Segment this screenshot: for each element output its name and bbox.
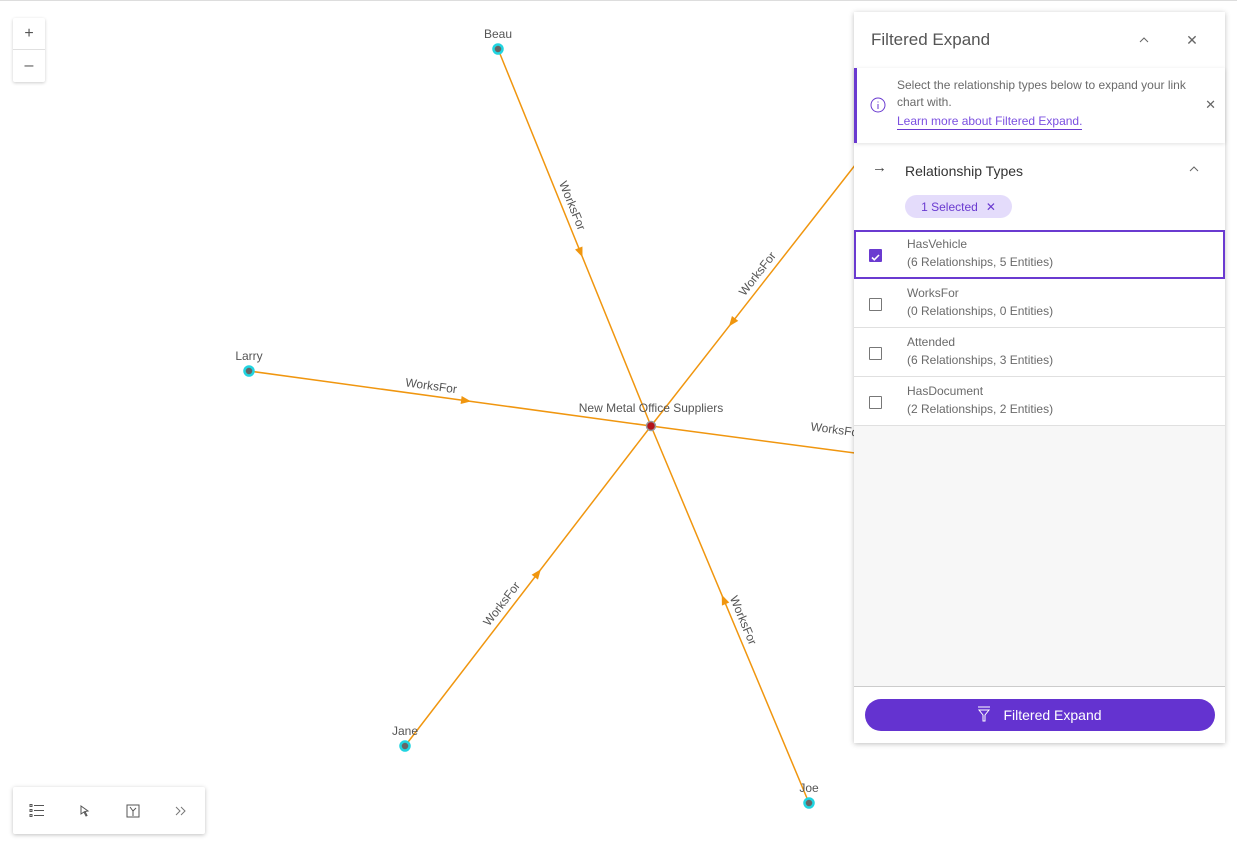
node-label: Jane <box>392 724 418 738</box>
close-icon[interactable]: ✕ <box>1186 31 1198 48</box>
selected-chip[interactable]: 1 Selected ✕ <box>905 195 1012 218</box>
relationship-type-item[interactable]: HasDocument (2 Relationships, 2 Entities… <box>854 377 1225 426</box>
zoom-out-button[interactable]: – <box>24 56 34 74</box>
list-empty-area <box>854 426 1225 687</box>
relationship-type-item[interactable]: HasVehicle (6 Relationships, 5 Entities) <box>854 230 1225 279</box>
edge-arrow-icon <box>460 396 472 404</box>
edge-arrow-icon <box>531 569 541 580</box>
edge-line[interactable] <box>404 425 652 747</box>
edge-line[interactable] <box>650 425 810 804</box>
relationship-type-count: (6 Relationships, 3 Entities) <box>907 353 1054 367</box>
relationship-type-item[interactable]: Attended (6 Relationships, 3 Entities) <box>854 328 1225 377</box>
edge-line[interactable] <box>650 145 871 427</box>
edge-arrow-icon <box>721 594 730 606</box>
edge-line[interactable] <box>497 48 652 427</box>
arrow-right-icon: → <box>872 159 887 176</box>
select-cursor-icon[interactable] <box>70 796 100 826</box>
section-title: Relationship Types <box>905 163 1024 179</box>
edge-arrow-icon <box>575 246 583 258</box>
entity-node[interactable] <box>243 365 255 377</box>
checkbox[interactable] <box>869 396 882 409</box>
relationship-type-name: Attended <box>907 335 956 349</box>
relationship-type-count: (2 Relationships, 2 Entities) <box>907 402 1054 416</box>
notice-text: Select the relationship types below to e… <box>897 78 1186 109</box>
info-icon <box>870 97 886 118</box>
filter-icon <box>977 706 991 725</box>
collapse-chevron-up-icon[interactable] <box>1134 30 1154 50</box>
edge-line[interactable] <box>248 370 652 427</box>
relationship-type-name: HasVehicle <box>907 237 968 251</box>
center-node[interactable] <box>645 420 657 432</box>
legend-list-icon[interactable] <box>22 796 52 826</box>
learn-more-link[interactable]: Learn more about Filtered Expand. <box>897 114 1083 130</box>
entity-node[interactable] <box>399 740 411 752</box>
checkbox[interactable] <box>869 347 882 360</box>
notice-close-icon[interactable]: ✕ <box>1205 97 1216 112</box>
selected-chip-label: 1 Selected <box>921 199 978 214</box>
edge-label: WorksFor <box>405 375 458 396</box>
relationship-type-list: HasVehicle (6 Relationships, 5 Entities)… <box>854 230 1225 426</box>
bottom-toolbar <box>13 787 205 834</box>
checkbox[interactable] <box>869 298 882 311</box>
relationship-type-name: WorksFor <box>907 286 959 300</box>
checkbox[interactable] <box>869 249 882 262</box>
filtered-expand-button[interactable]: Filtered Expand <box>864 699 1215 731</box>
edge-line[interactable] <box>650 425 871 456</box>
zoom-in-button[interactable]: + <box>13 18 45 50</box>
node-label: Joe <box>799 781 819 795</box>
panel-header: Filtered Expand ✕ <box>854 12 1225 68</box>
layout-icon[interactable] <box>118 796 148 826</box>
entity-node[interactable] <box>492 43 504 55</box>
entity-node[interactable] <box>803 797 815 809</box>
edge-arrow-icon <box>728 315 739 327</box>
relationship-type-item[interactable]: WorksFor (0 Relationships, 0 Entities) <box>854 279 1225 328</box>
filtered-expand-button-label: Filtered Expand <box>1003 707 1102 723</box>
relationship-type-count: (6 Relationships, 5 Entities) <box>907 255 1054 269</box>
section-chevron-up-icon[interactable] <box>1189 161 1199 175</box>
relationship-type-count: (0 Relationships, 0 Entities) <box>907 304 1054 318</box>
relationship-types-header[interactable]: → Relationship Types <box>854 147 1225 195</box>
center-node-label: New Metal Office Suppliers <box>579 401 724 415</box>
relationship-type-name: HasDocument <box>907 384 984 398</box>
edge-label: WorksFor <box>810 419 863 440</box>
filtered-expand-panel: Filtered Expand ✕ Select the relationshi… <box>854 12 1225 743</box>
node-label: Beau <box>484 27 512 41</box>
panel-title: Filtered Expand <box>871 30 991 49</box>
zoom-controls: + – <box>13 18 45 82</box>
node-label: Larry <box>235 349 262 363</box>
chip-clear-icon[interactable]: ✕ <box>985 199 996 214</box>
info-notice: Select the relationship types below to e… <box>854 68 1225 143</box>
expand-chevrons-icon[interactable] <box>166 796 196 826</box>
